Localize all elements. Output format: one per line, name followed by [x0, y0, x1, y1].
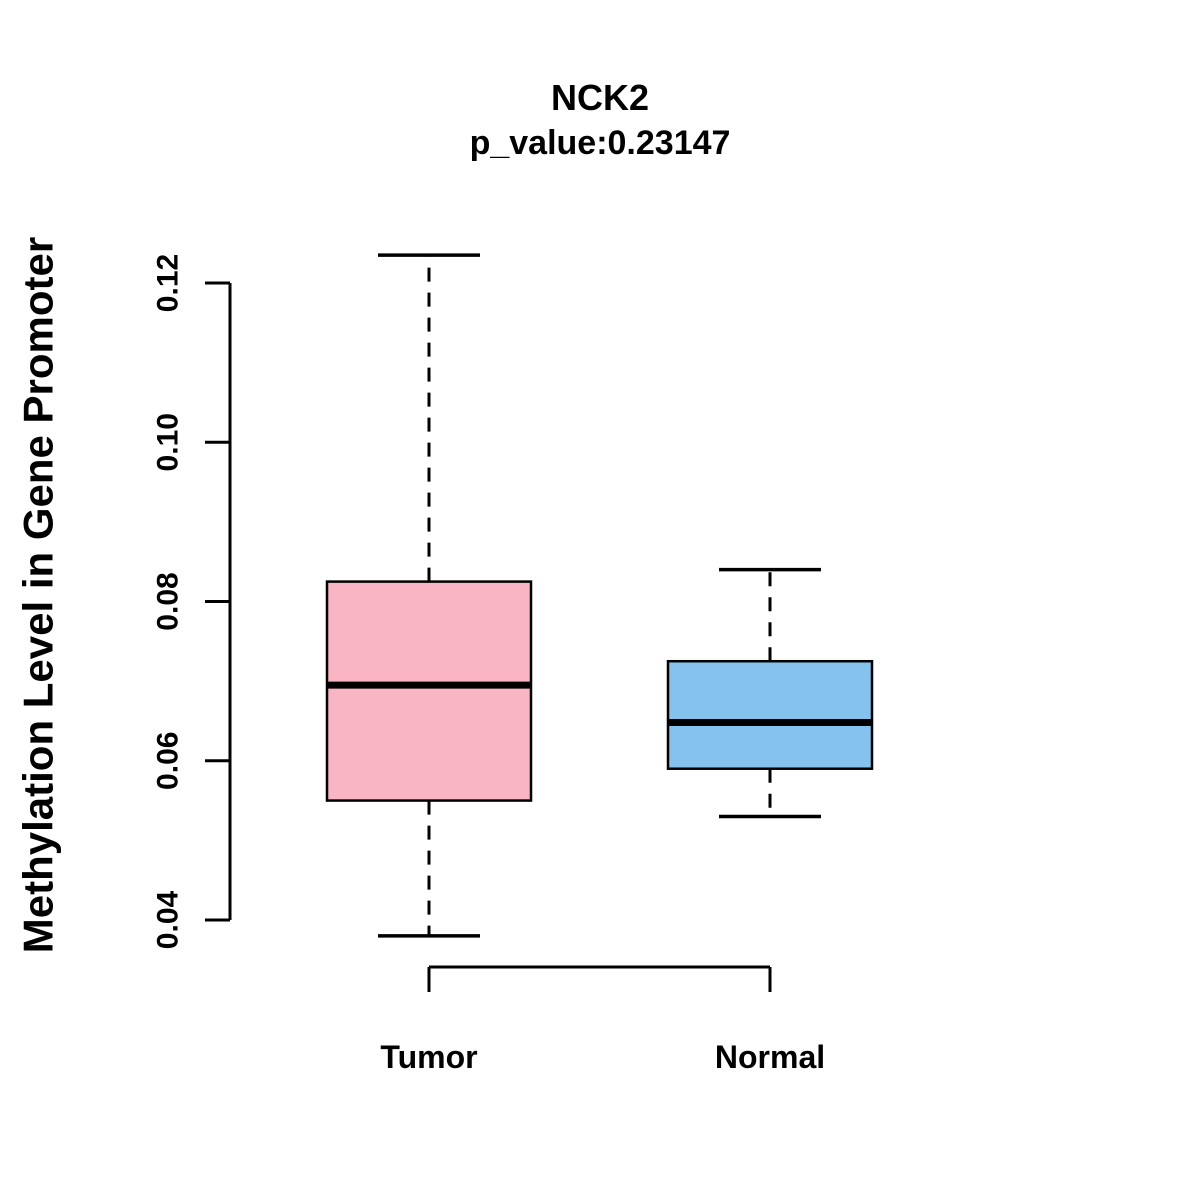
- box-tumor: [325, 580, 533, 802]
- chart-title-block: NCK2 p_value:0.23147: [0, 76, 1200, 166]
- y-tick-label: 0.12: [152, 254, 185, 312]
- y-tick-label: 0.08: [152, 572, 185, 630]
- y-tick-label: 0.04: [152, 890, 185, 949]
- chart-subtitle: p_value:0.23147: [469, 124, 731, 162]
- chart-title: NCK2: [550, 77, 649, 118]
- y-tick-label: 0.10: [152, 413, 185, 471]
- x-group-label-normal: Normal: [715, 1039, 825, 1075]
- y-tick-label: 0.06: [152, 732, 185, 790]
- y-axis-label: Methylation Level in Gene Promoter: [15, 237, 62, 953]
- box-normal: [666, 659, 874, 770]
- x-group-label-tumor: Tumor: [380, 1039, 477, 1075]
